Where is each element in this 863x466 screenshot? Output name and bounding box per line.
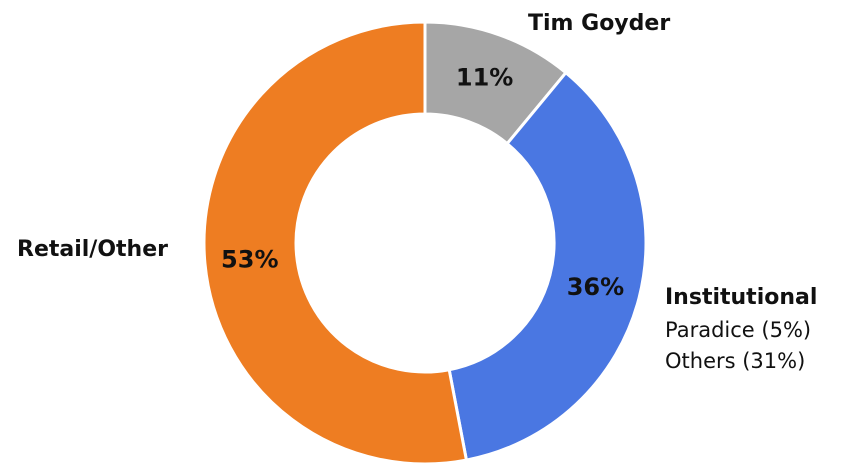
slice-value-label-retail-other: 53% (221, 246, 278, 274)
donut-slices (202, 20, 648, 466)
institutional-breakdown-others: Others (31%) (665, 349, 806, 373)
slice-value-label-tim-goyder: 11% (456, 63, 513, 91)
slice-institutional (447, 70, 648, 462)
category-label-tim-goyder: Tim Goyder (528, 11, 671, 36)
percent-labels: 11% 36% 53% (221, 63, 624, 300)
category-label-retail-other: Retail/Other (17, 237, 168, 262)
slice-value-label-institutional: 36% (567, 273, 624, 301)
institutional-breakdown-paradice: Paradice (5%) (665, 318, 812, 342)
category-label-institutional: Institutional (665, 285, 818, 310)
slice-retail-other (202, 20, 469, 466)
